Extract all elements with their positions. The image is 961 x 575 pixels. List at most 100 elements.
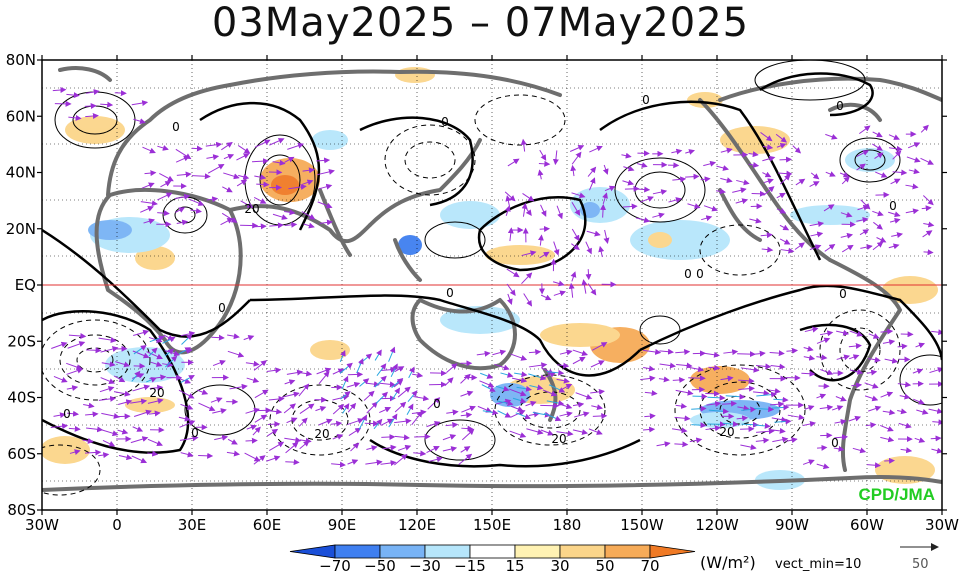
- vector-arrow: [644, 390, 658, 397]
- vector-arrow: [506, 268, 520, 278]
- vector-arrow: [458, 453, 473, 465]
- vector-arrow: [557, 362, 570, 369]
- vector-arrow: [848, 415, 862, 422]
- vector-arrow: [914, 437, 926, 443]
- vector-arrow: [720, 147, 733, 154]
- vector-arrow: [283, 403, 296, 414]
- vector-arrow: [763, 186, 775, 196]
- vector-arrow: [835, 395, 847, 402]
- vector-arrow: [500, 372, 514, 378]
- vector-arrow: [809, 221, 825, 227]
- vector-arrow: [272, 159, 286, 166]
- vector-arrow: [852, 447, 867, 454]
- vector-arrow: [238, 173, 250, 180]
- vector-min-label: vect_min=10: [775, 557, 861, 572]
- vector-arrow: [317, 201, 333, 209]
- vector-arrow: [542, 389, 558, 397]
- vector-arrow: [916, 409, 929, 415]
- vector-arrow: [703, 205, 719, 212]
- vector-arrow: [197, 389, 209, 395]
- vector-arrow: [923, 221, 935, 228]
- vector-arrow: [83, 402, 95, 409]
- vector-arrow: [707, 394, 726, 401]
- vector-arrow: [146, 351, 164, 360]
- vector-arrow: [288, 184, 307, 190]
- vector-arrow: [397, 444, 412, 451]
- vector-arrow: [388, 413, 398, 428]
- vector-arrow: [888, 243, 900, 250]
- contour-label: 0: [191, 426, 199, 440]
- axis-ticks: [37, 55, 947, 515]
- vector-arrow: [69, 449, 81, 455]
- vector-arrow: [700, 176, 711, 183]
- vector-arrow: [303, 222, 315, 229]
- vector-arrow: [206, 196, 219, 203]
- vector-arrow: [848, 343, 862, 350]
- vector-arrow: [590, 388, 605, 395]
- vector-arrow: [206, 154, 220, 161]
- vector-arrow: [810, 172, 820, 180]
- vector-arrow: [526, 428, 544, 435]
- lat-label: 20N: [6, 220, 36, 238]
- vector-arrow: [571, 243, 580, 250]
- vector-arrow: [740, 366, 760, 373]
- vector-arrow: [350, 442, 360, 452]
- vector-arrow: [100, 377, 116, 384]
- coastlines: [42, 66, 942, 492]
- vector-arrow: [553, 241, 560, 256]
- vector-arrow: [227, 333, 240, 340]
- vector-arrow: [284, 209, 296, 216]
- vector-arrow: [245, 437, 258, 444]
- vector-arrow: [287, 142, 305, 150]
- vector-arrow: [622, 203, 638, 210]
- vector-arrow: [774, 418, 792, 425]
- vector-arrow: [816, 393, 827, 400]
- vector-arrow: [164, 348, 175, 357]
- vector-arrow: [50, 423, 69, 430]
- vector-arrow: [779, 238, 791, 245]
- vector-arrow: [920, 124, 929, 133]
- colorbar-tick-label: −70: [319, 557, 351, 575]
- colorbar-tick-label: 15: [505, 557, 524, 575]
- vector-arrow: [540, 204, 547, 217]
- vector-arrow: [929, 367, 942, 374]
- vector-arrow: [101, 412, 120, 419]
- vector-arrow: [856, 150, 869, 157]
- lon-label: 30W: [925, 516, 959, 534]
- colorbar-tick-label: −15: [454, 557, 486, 575]
- vector-arrow: [604, 185, 616, 192]
- vector-arrow: [864, 382, 879, 389]
- vector-arrow: [888, 134, 900, 140]
- vector-arrow: [347, 459, 359, 465]
- vector-arrow: [285, 441, 299, 454]
- contour-label: 0: [642, 93, 650, 107]
- vector-arrow: [347, 402, 357, 413]
- vector-arrow: [824, 243, 836, 252]
- vector-arrow: [497, 400, 514, 407]
- lon-label: 60E: [253, 516, 282, 534]
- vector-arrow: [622, 179, 635, 186]
- vector-arrow: [816, 463, 830, 470]
- vector-arrow: [282, 391, 300, 398]
- vector-arrow: [787, 414, 805, 421]
- vector-arrow: [773, 396, 789, 403]
- contour-label: 0: [63, 407, 71, 421]
- vector-arrow: [688, 366, 705, 373]
- vector-arrow: [586, 230, 601, 237]
- vector-arrow: [286, 417, 298, 424]
- contour-label: 20: [149, 386, 164, 400]
- vector-arrow: [671, 427, 688, 434]
- vector-arrow: [819, 404, 834, 411]
- vector-arrow: [915, 342, 926, 349]
- vector-arrow: [461, 425, 474, 432]
- vector-arrow: [897, 343, 908, 350]
- vector-arrow: [180, 451, 194, 458]
- vector-arrow: [229, 383, 248, 390]
- vector-arrow: [689, 437, 703, 444]
- lat-label: 60S: [7, 445, 36, 463]
- vector-arrow: [99, 386, 115, 393]
- vector-arrow: [157, 210, 170, 217]
- vector-arrow: [162, 336, 176, 344]
- vector-arrow: [346, 381, 361, 388]
